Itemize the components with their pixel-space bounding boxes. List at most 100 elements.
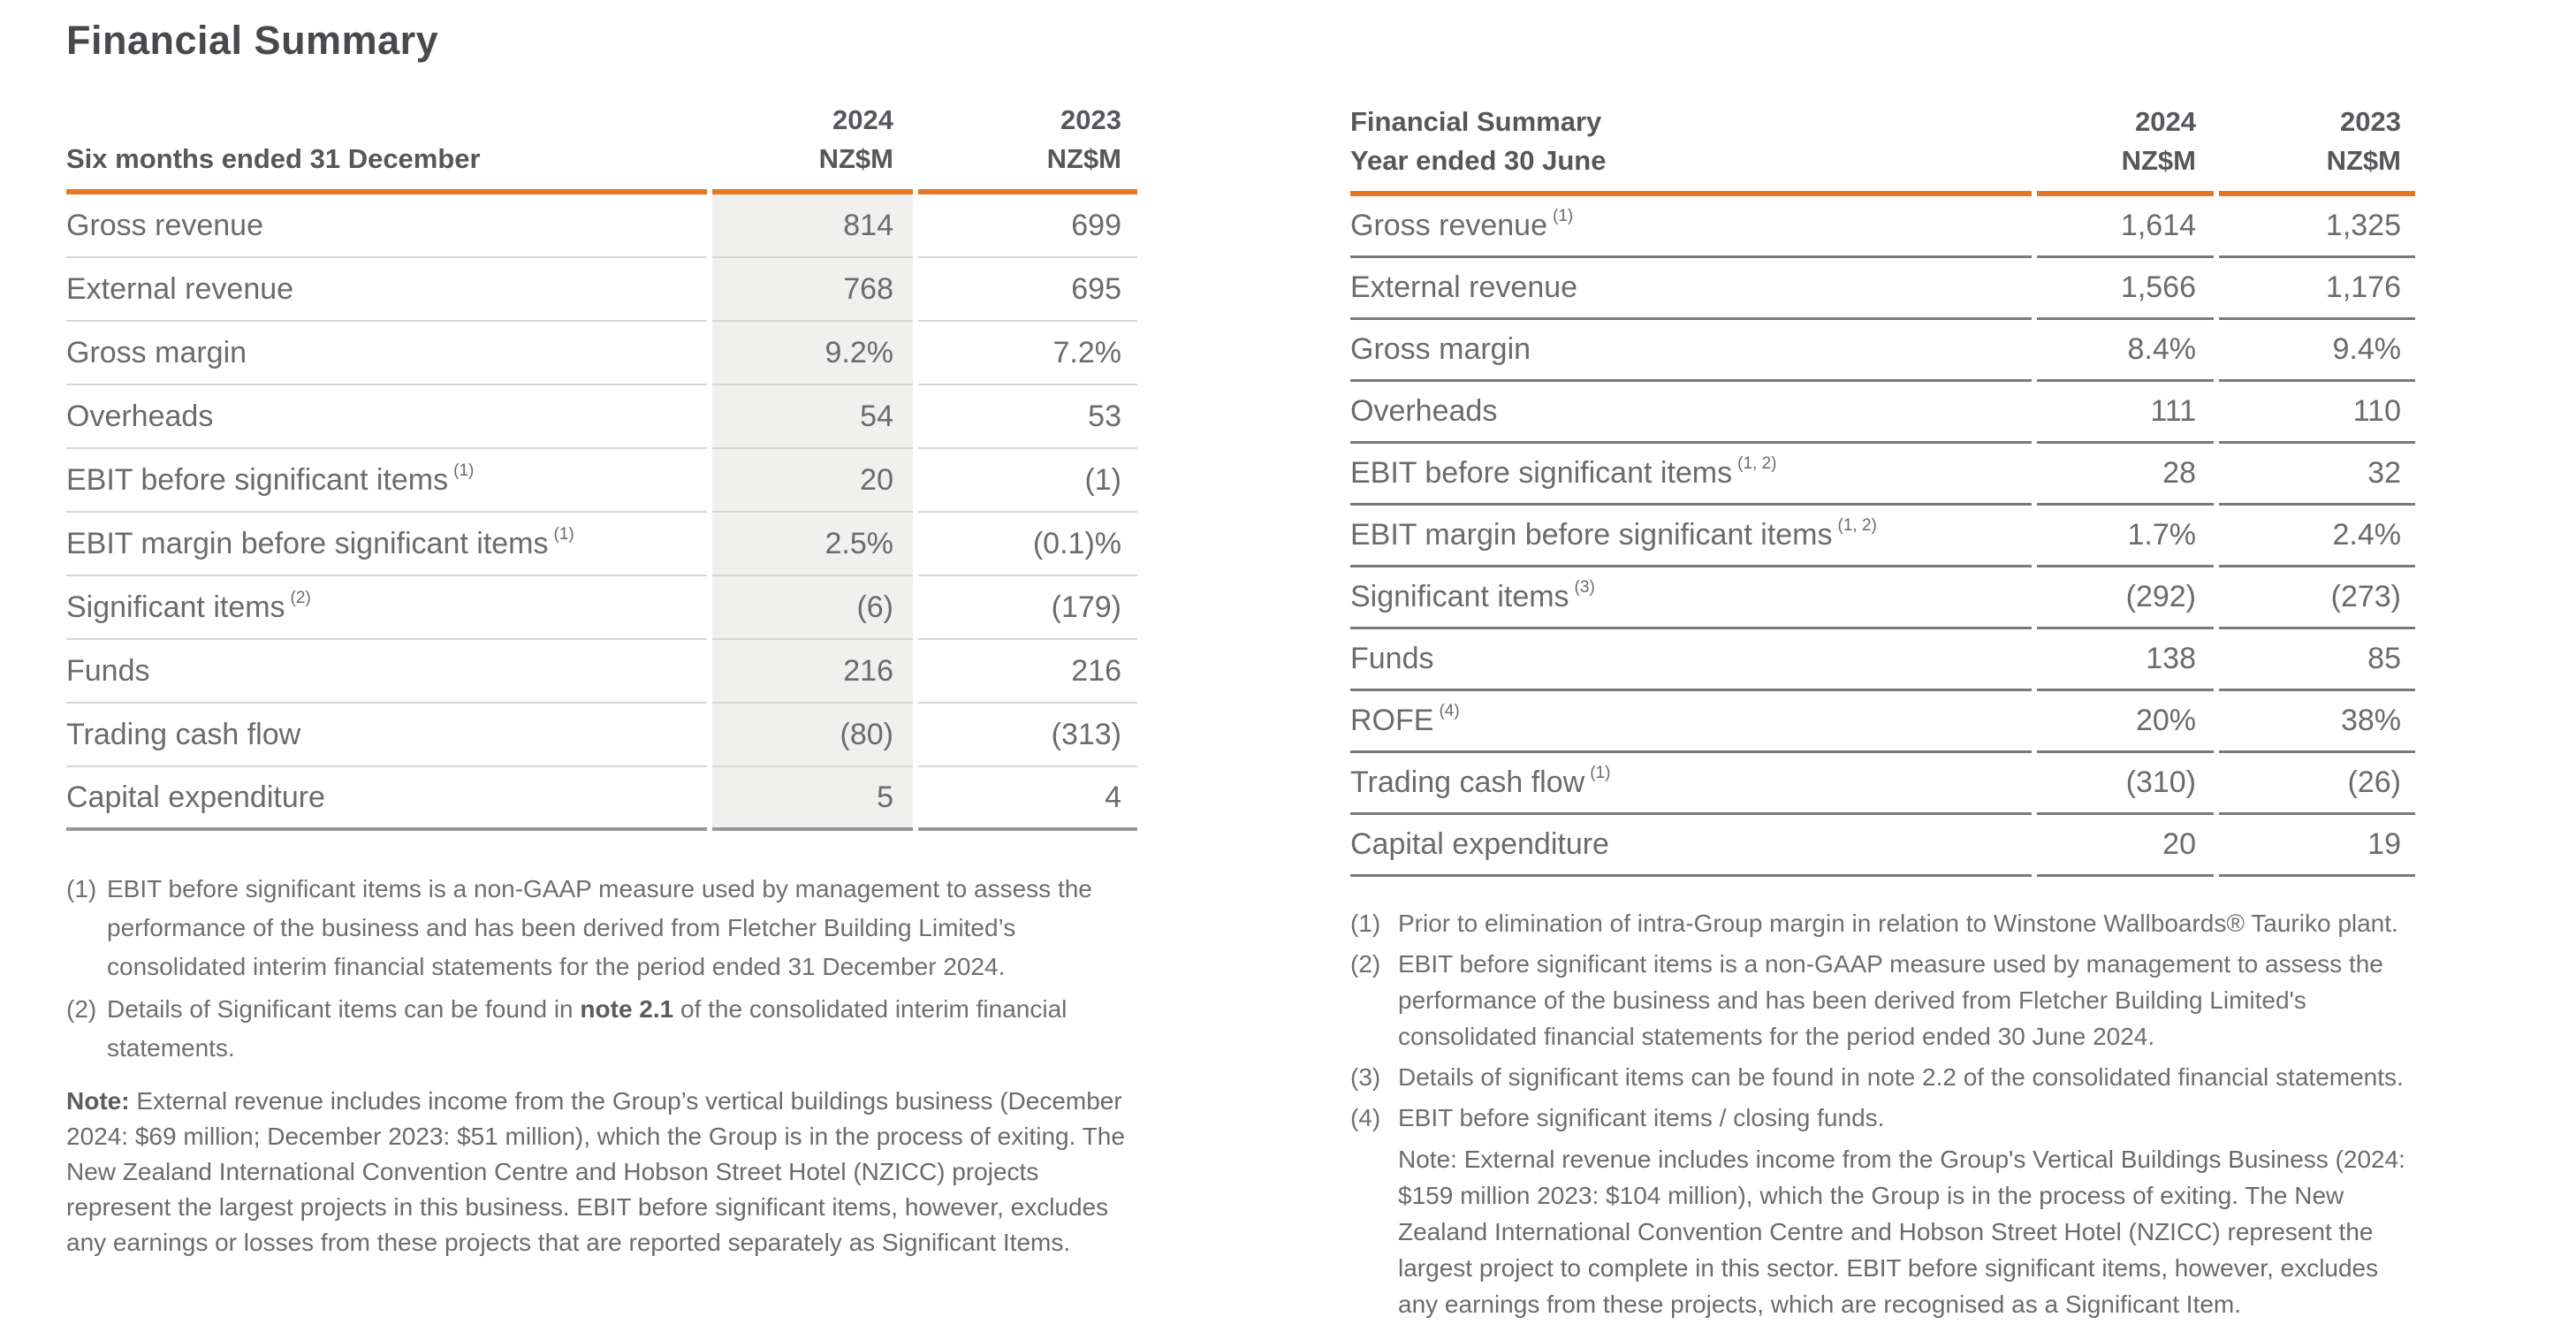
table-row: EBIT margin before significant items (1, … — [1350, 506, 2415, 567]
half-year-summary-table: Six months ended 31 December 2024 NZ$M 2… — [66, 65, 1137, 831]
note-label: Note: — [66, 1087, 130, 1115]
row-label-text: Capital expenditure — [1350, 827, 1609, 861]
value-2023: 9.4% — [2219, 320, 2415, 382]
table-row: Trading cash flow (80) (313) — [66, 704, 1137, 767]
value-2023: 38% — [2219, 691, 2415, 753]
row-label-text: EBIT margin before significant items — [66, 526, 549, 560]
row-label-text: ROFE — [1350, 704, 1434, 737]
value-2024: 814 — [712, 194, 913, 258]
footnote-2: (2) Details of Significant items can be … — [66, 990, 1137, 1068]
column-header-2023: 2023 NZ$M — [918, 65, 1137, 194]
value-2024: 20 — [712, 449, 913, 513]
row-label: Gross revenue — [66, 194, 707, 258]
value-2023: 53 — [918, 385, 1137, 449]
value-2023: (1) — [918, 449, 1137, 513]
value-2024: 1.7% — [2037, 506, 2214, 567]
footnote-ref: (1) — [453, 461, 475, 480]
row-label: Funds — [66, 640, 707, 704]
value-2023: 85 — [2219, 629, 2415, 691]
table-title: Financial Summary — [1350, 106, 1602, 137]
value-2023: 695 — [918, 258, 1137, 322]
footnote-text-segment: of the consolidated interim financial st… — [107, 995, 1068, 1062]
footnote-text-segment: Details of Significant items can be foun… — [107, 995, 581, 1023]
row-label: Significant items (3) — [1350, 567, 2032, 629]
footnote-ref: (4) — [1439, 702, 1460, 720]
row-label-text: Funds — [66, 653, 150, 688]
column-year: 2023 — [2340, 106, 2401, 137]
row-label: Funds — [1350, 629, 2032, 691]
footnote-ref: (3) — [1574, 578, 1595, 597]
footnote-text: EBIT before significant items is a non-G… — [1398, 950, 2383, 1050]
footnote-2: (2) EBIT before significant items is a n… — [1350, 946, 2415, 1054]
period-header: Six months ended 31 December — [66, 65, 707, 194]
table-header-row: Six months ended 31 December 2024 NZ$M 2… — [66, 65, 1137, 194]
value-2024: 28 — [2037, 444, 2214, 506]
note-paragraph: Note: External revenue includes income f… — [66, 1084, 1137, 1260]
footnote-4: (4) EBIT before significant items / clos… — [1350, 1100, 2415, 1136]
footnote-text: EBIT before significant items is a non-G… — [107, 875, 1092, 980]
value-2023: (26) — [2219, 753, 2415, 815]
period-header: Financial Summary Year ended 30 June — [1350, 0, 2032, 196]
footnote-marker: (2) — [66, 995, 97, 1023]
table-row: Significant items (3) (292) (273) — [1350, 567, 2415, 629]
value-2024: (6) — [712, 576, 913, 640]
value-2024: 54 — [712, 385, 913, 449]
value-2024: 9.2% — [712, 322, 913, 385]
value-2023: 699 — [918, 194, 1137, 258]
column-header-2023: 2023 NZ$M — [2219, 0, 2415, 196]
table-row: External revenue 1,566 1,176 — [1350, 258, 2415, 320]
value-2024: 20% — [2037, 691, 2214, 753]
current-year-highlight-column — [712, 194, 913, 831]
footnote-text: Prior to elimination of intra-Group marg… — [1398, 910, 2398, 937]
value-2024: 138 — [2037, 629, 2214, 691]
column-year: 2024 — [832, 104, 893, 135]
value-2024: 2.5% — [712, 513, 913, 576]
row-label-text: EBIT before significant items — [1350, 456, 1733, 490]
row-label: External revenue — [66, 258, 707, 322]
row-label-text: Overheads — [66, 399, 214, 433]
row-label: ROFE (4) — [1350, 691, 2032, 753]
period-label: Year ended 30 June — [1350, 145, 1607, 176]
table-row: Gross revenue (1) 1,614 1,325 — [1350, 196, 2415, 258]
table-row: Capital expenditure 5 4 — [66, 767, 1137, 831]
row-label-text: Gross margin — [1350, 332, 1531, 366]
row-label-text: EBIT before significant items — [66, 462, 449, 497]
footnote-ref: (1) — [553, 524, 574, 544]
row-label: Gross margin — [66, 322, 707, 385]
row-label-text: External revenue — [66, 271, 294, 306]
table-row: External revenue 768 695 — [66, 258, 1137, 322]
table-row: Gross revenue 814 699 — [66, 194, 1137, 258]
value-2023: 1,176 — [2219, 258, 2415, 320]
row-label-text: Gross revenue — [66, 208, 263, 242]
note-reference: note 2.1 — [580, 995, 674, 1023]
table-body: Gross revenue (1) 1,614 1,325 External re… — [1350, 196, 2415, 877]
row-label-text: Significant items — [66, 590, 285, 624]
column-unit: NZ$M — [818, 143, 893, 174]
value-2024: 768 — [712, 258, 913, 322]
row-label-text: Capital expenditure — [66, 780, 325, 814]
row-label: EBIT margin before significant items (1) — [66, 513, 707, 576]
footnote-ref: (2) — [290, 588, 311, 607]
value-2024: (292) — [2037, 567, 2214, 629]
value-2023: 216 — [918, 640, 1137, 704]
value-2023: 110 — [2219, 382, 2415, 444]
table-row: Funds 216 216 — [66, 640, 1137, 704]
value-2024: 111 — [2037, 382, 2214, 444]
full-year-summary-table: Financial Summary Year ended 30 June 202… — [1350, 0, 2415, 877]
table-row: Gross margin 9.2% 7.2% — [66, 322, 1137, 385]
value-2023: 4 — [918, 767, 1137, 831]
value-2024: (80) — [712, 704, 913, 767]
value-2023: (273) — [2219, 567, 2415, 629]
footnote-marker: (4) — [1350, 1104, 1381, 1131]
row-label: Gross margin — [1350, 320, 2032, 382]
row-label: Significant items (2) — [66, 576, 707, 640]
row-label-text: External revenue — [1350, 270, 1578, 304]
row-label: EBIT before significant items (1) — [66, 449, 707, 513]
row-label-text: Trading cash flow — [1350, 765, 1585, 799]
table-row: Gross margin 8.4% 9.4% — [1350, 320, 2415, 382]
value-2023: (313) — [918, 704, 1137, 767]
value-2024: 216 — [712, 640, 913, 704]
row-label-text: Funds — [1350, 642, 1434, 675]
footnote-1: (1) EBIT before significant items is a n… — [66, 870, 1137, 986]
column-header-2024: 2024 NZ$M — [2037, 0, 2214, 196]
